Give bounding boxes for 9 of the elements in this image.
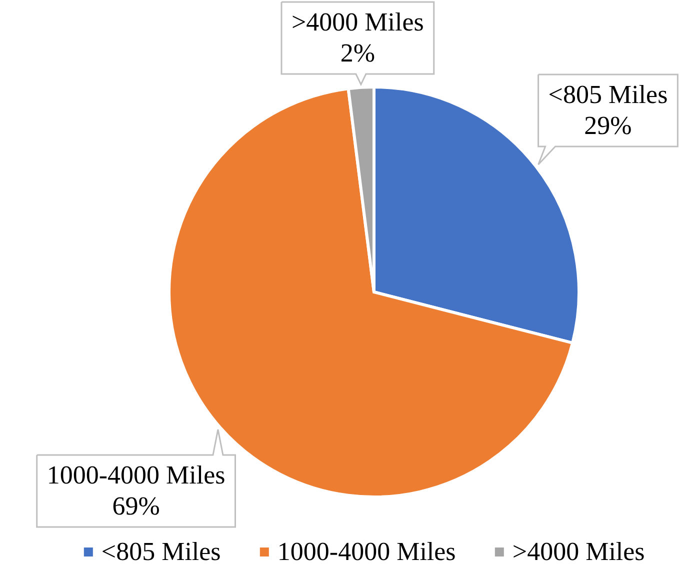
data-label: 69% <box>112 492 160 520</box>
data-label: 29% <box>584 110 632 140</box>
legend-label: >4000 Miles <box>512 537 645 566</box>
data-label: 2% <box>340 38 376 68</box>
slice-label: <805 Miles <box>548 80 668 109</box>
slice-label: 1000-4000 Miles <box>46 460 226 490</box>
legend-label: <805 Miles <box>101 537 221 566</box>
legend-label: 1000-4000 Miles <box>277 537 456 566</box>
slice-label: >4000 Miles <box>291 8 424 36</box>
